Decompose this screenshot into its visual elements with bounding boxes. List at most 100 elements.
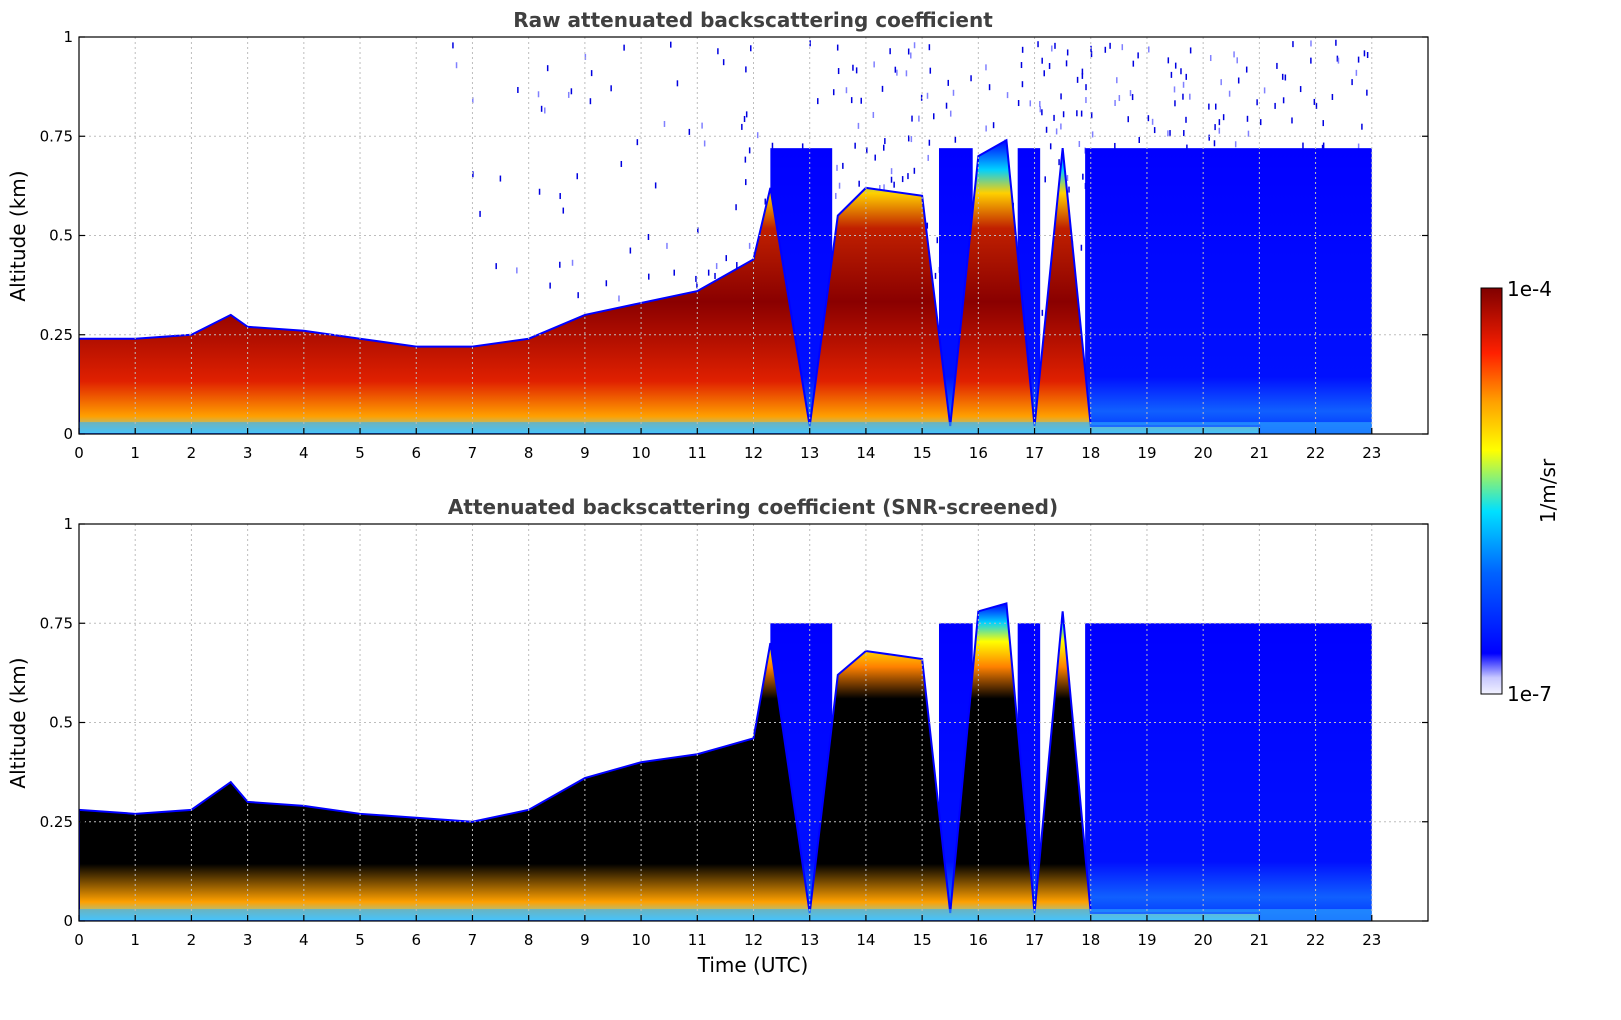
noise-speck — [1366, 51, 1369, 58]
noise-speck — [1167, 57, 1170, 64]
noise-speck — [1214, 124, 1216, 131]
noise-speck — [817, 98, 819, 105]
noise-speck — [1274, 102, 1276, 109]
noise-speck — [1116, 77, 1118, 84]
noise-speck — [852, 64, 854, 71]
noise-speck — [1045, 126, 1048, 133]
noise-speck — [1234, 141, 1237, 148]
noise-speck — [516, 267, 518, 274]
noise-speck — [1218, 127, 1221, 134]
y-tick-label: 0 — [63, 425, 73, 443]
noise-speck — [1129, 90, 1132, 97]
noise-speck — [623, 44, 625, 51]
y-axis-label: Altitude (km) — [6, 170, 30, 301]
noise-speck — [1051, 45, 1053, 52]
x-tick-label: 21 — [1250, 444, 1269, 462]
x-tick-label: 13 — [800, 444, 819, 462]
x-tick-label: 14 — [856, 931, 875, 949]
noise-speck — [873, 61, 875, 68]
noise-speck — [589, 98, 592, 105]
colorbar-max-label: 1e-4 — [1507, 277, 1552, 301]
noise-speck — [1185, 116, 1187, 123]
noise-speck — [629, 247, 632, 254]
x-tick-label: 23 — [1362, 444, 1381, 462]
y-axis-label: Altitude (km) — [6, 657, 30, 788]
y-tick-label: 0 — [63, 912, 73, 930]
noise-speck — [1276, 62, 1278, 69]
noise-speck — [559, 193, 561, 200]
noise-speck — [1228, 90, 1231, 97]
noise-speck — [590, 70, 593, 77]
x-tick-label: 19 — [1137, 931, 1156, 949]
noise-speck — [836, 164, 838, 171]
noise-speck — [1310, 40, 1312, 47]
noise-speck — [620, 160, 623, 167]
noise-speck — [1081, 68, 1084, 75]
noise-speck — [1076, 110, 1078, 117]
noise-speck — [571, 259, 574, 266]
noise-speck — [1357, 56, 1360, 63]
noise-speck — [901, 176, 904, 183]
noise-speck — [1173, 86, 1176, 93]
noise-speck — [1182, 81, 1185, 88]
noise-speck — [717, 48, 719, 55]
noise-speck — [663, 120, 666, 127]
noise-speck — [855, 67, 858, 74]
colorbar: 1e-4 1e-7 1/m/sr — [1480, 277, 1560, 706]
noise-speck — [838, 182, 841, 189]
noise-speck — [836, 44, 839, 51]
noise-speck — [1174, 62, 1177, 69]
x-tick-label: 18 — [1081, 931, 1100, 949]
x-tick-label: 11 — [688, 444, 707, 462]
noise-speck — [918, 115, 920, 122]
noise-speck — [1170, 71, 1173, 78]
noise-speck — [1247, 130, 1250, 137]
noise-speck — [845, 87, 848, 94]
noise-speck — [479, 210, 481, 217]
y-tick-label: 0.5 — [49, 227, 73, 245]
noise-speck — [715, 263, 718, 270]
colorbar-min-label: 1e-7 — [1507, 682, 1552, 706]
y-tick-label: 1 — [63, 28, 73, 46]
noise-speck — [1021, 46, 1024, 53]
x-ticks-raw: 0 1 2 3 4 5 6 7 8 9 10 11 12 13 14 15 16 17 18 19 20 21 22 23 — [74, 428, 1381, 462]
noise-speck — [567, 91, 570, 98]
x-tick-label: 18 — [1081, 444, 1100, 462]
noise-speck — [883, 144, 885, 151]
noise-speck — [707, 269, 710, 276]
noise-speck — [1263, 87, 1266, 94]
noise-speck — [1282, 97, 1285, 104]
noise-speck — [1039, 101, 1041, 108]
noise-speck — [736, 262, 738, 269]
noise-speck — [745, 111, 748, 118]
noise-speck — [1153, 127, 1156, 134]
x-tick-label: 12 — [744, 931, 763, 949]
x-tick-label: 1 — [130, 931, 140, 949]
x-tick-label: 7 — [468, 444, 478, 462]
heatmap-raw — [79, 39, 1372, 434]
noise-speck — [1186, 144, 1188, 151]
noise-speck — [1060, 123, 1062, 130]
noise-speck — [1291, 117, 1293, 124]
noise-speck — [745, 66, 747, 73]
noise-speck — [854, 142, 856, 149]
noise-speck — [472, 171, 474, 178]
noise-speck — [1302, 142, 1304, 149]
noise-speck — [954, 136, 957, 143]
noise-speck — [1259, 119, 1262, 126]
panel-title: Attenuated backscattering coefficient (S… — [448, 495, 1058, 519]
noise-speck — [455, 62, 458, 69]
x-tick-label: 11 — [688, 931, 707, 949]
x-tick-label: 7 — [468, 931, 478, 949]
noise-speck — [722, 59, 725, 66]
noise-speck — [549, 282, 551, 289]
noise-speck — [926, 92, 929, 99]
noise-speck — [1148, 46, 1150, 53]
noise-speck — [907, 173, 909, 180]
noise-speck — [1104, 46, 1107, 53]
noise-speck — [703, 140, 706, 147]
noise-speck — [1131, 94, 1134, 101]
noise-speck — [911, 115, 913, 122]
noise-speck — [452, 42, 454, 49]
